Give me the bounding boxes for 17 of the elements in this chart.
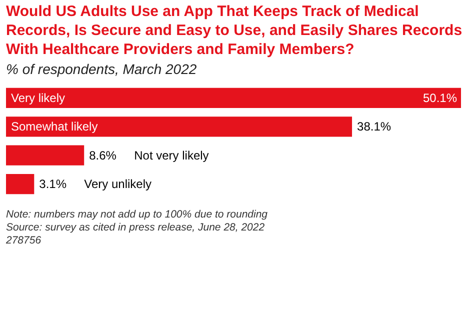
y-tick-label: Somewhat likely	[11, 120, 98, 134]
chart-title: Would US Adults Use an App That Keeps Track of Medical Records, Is Secure and Easy to Use, and Easily Shares Records With Healthcare Providers and Family Members?	[6, 3, 462, 58]
data-label: 3.1%	[39, 177, 67, 192]
bar	[6, 145, 84, 166]
y-tick-label: Very likely	[11, 90, 66, 105]
data-label: 38.1%	[357, 120, 392, 134]
bar	[6, 174, 34, 194]
chart-subtitle: % of respondents, March 2022	[6, 61, 197, 77]
y-tick-label: Very unlikely	[84, 177, 152, 192]
text: Note: numbers may not add up to 100% due to rounding	[6, 208, 268, 220]
data-label: 50.1%	[422, 90, 458, 105]
text: 278756	[5, 234, 42, 246]
bar	[6, 116, 352, 137]
data-label: 8.6%	[89, 148, 117, 162]
y-tick-label: Not very likely	[134, 148, 209, 162]
bar	[6, 88, 461, 108]
source-note: Source: survey as cited in press release, June 28, 2022	[6, 222, 265, 234]
